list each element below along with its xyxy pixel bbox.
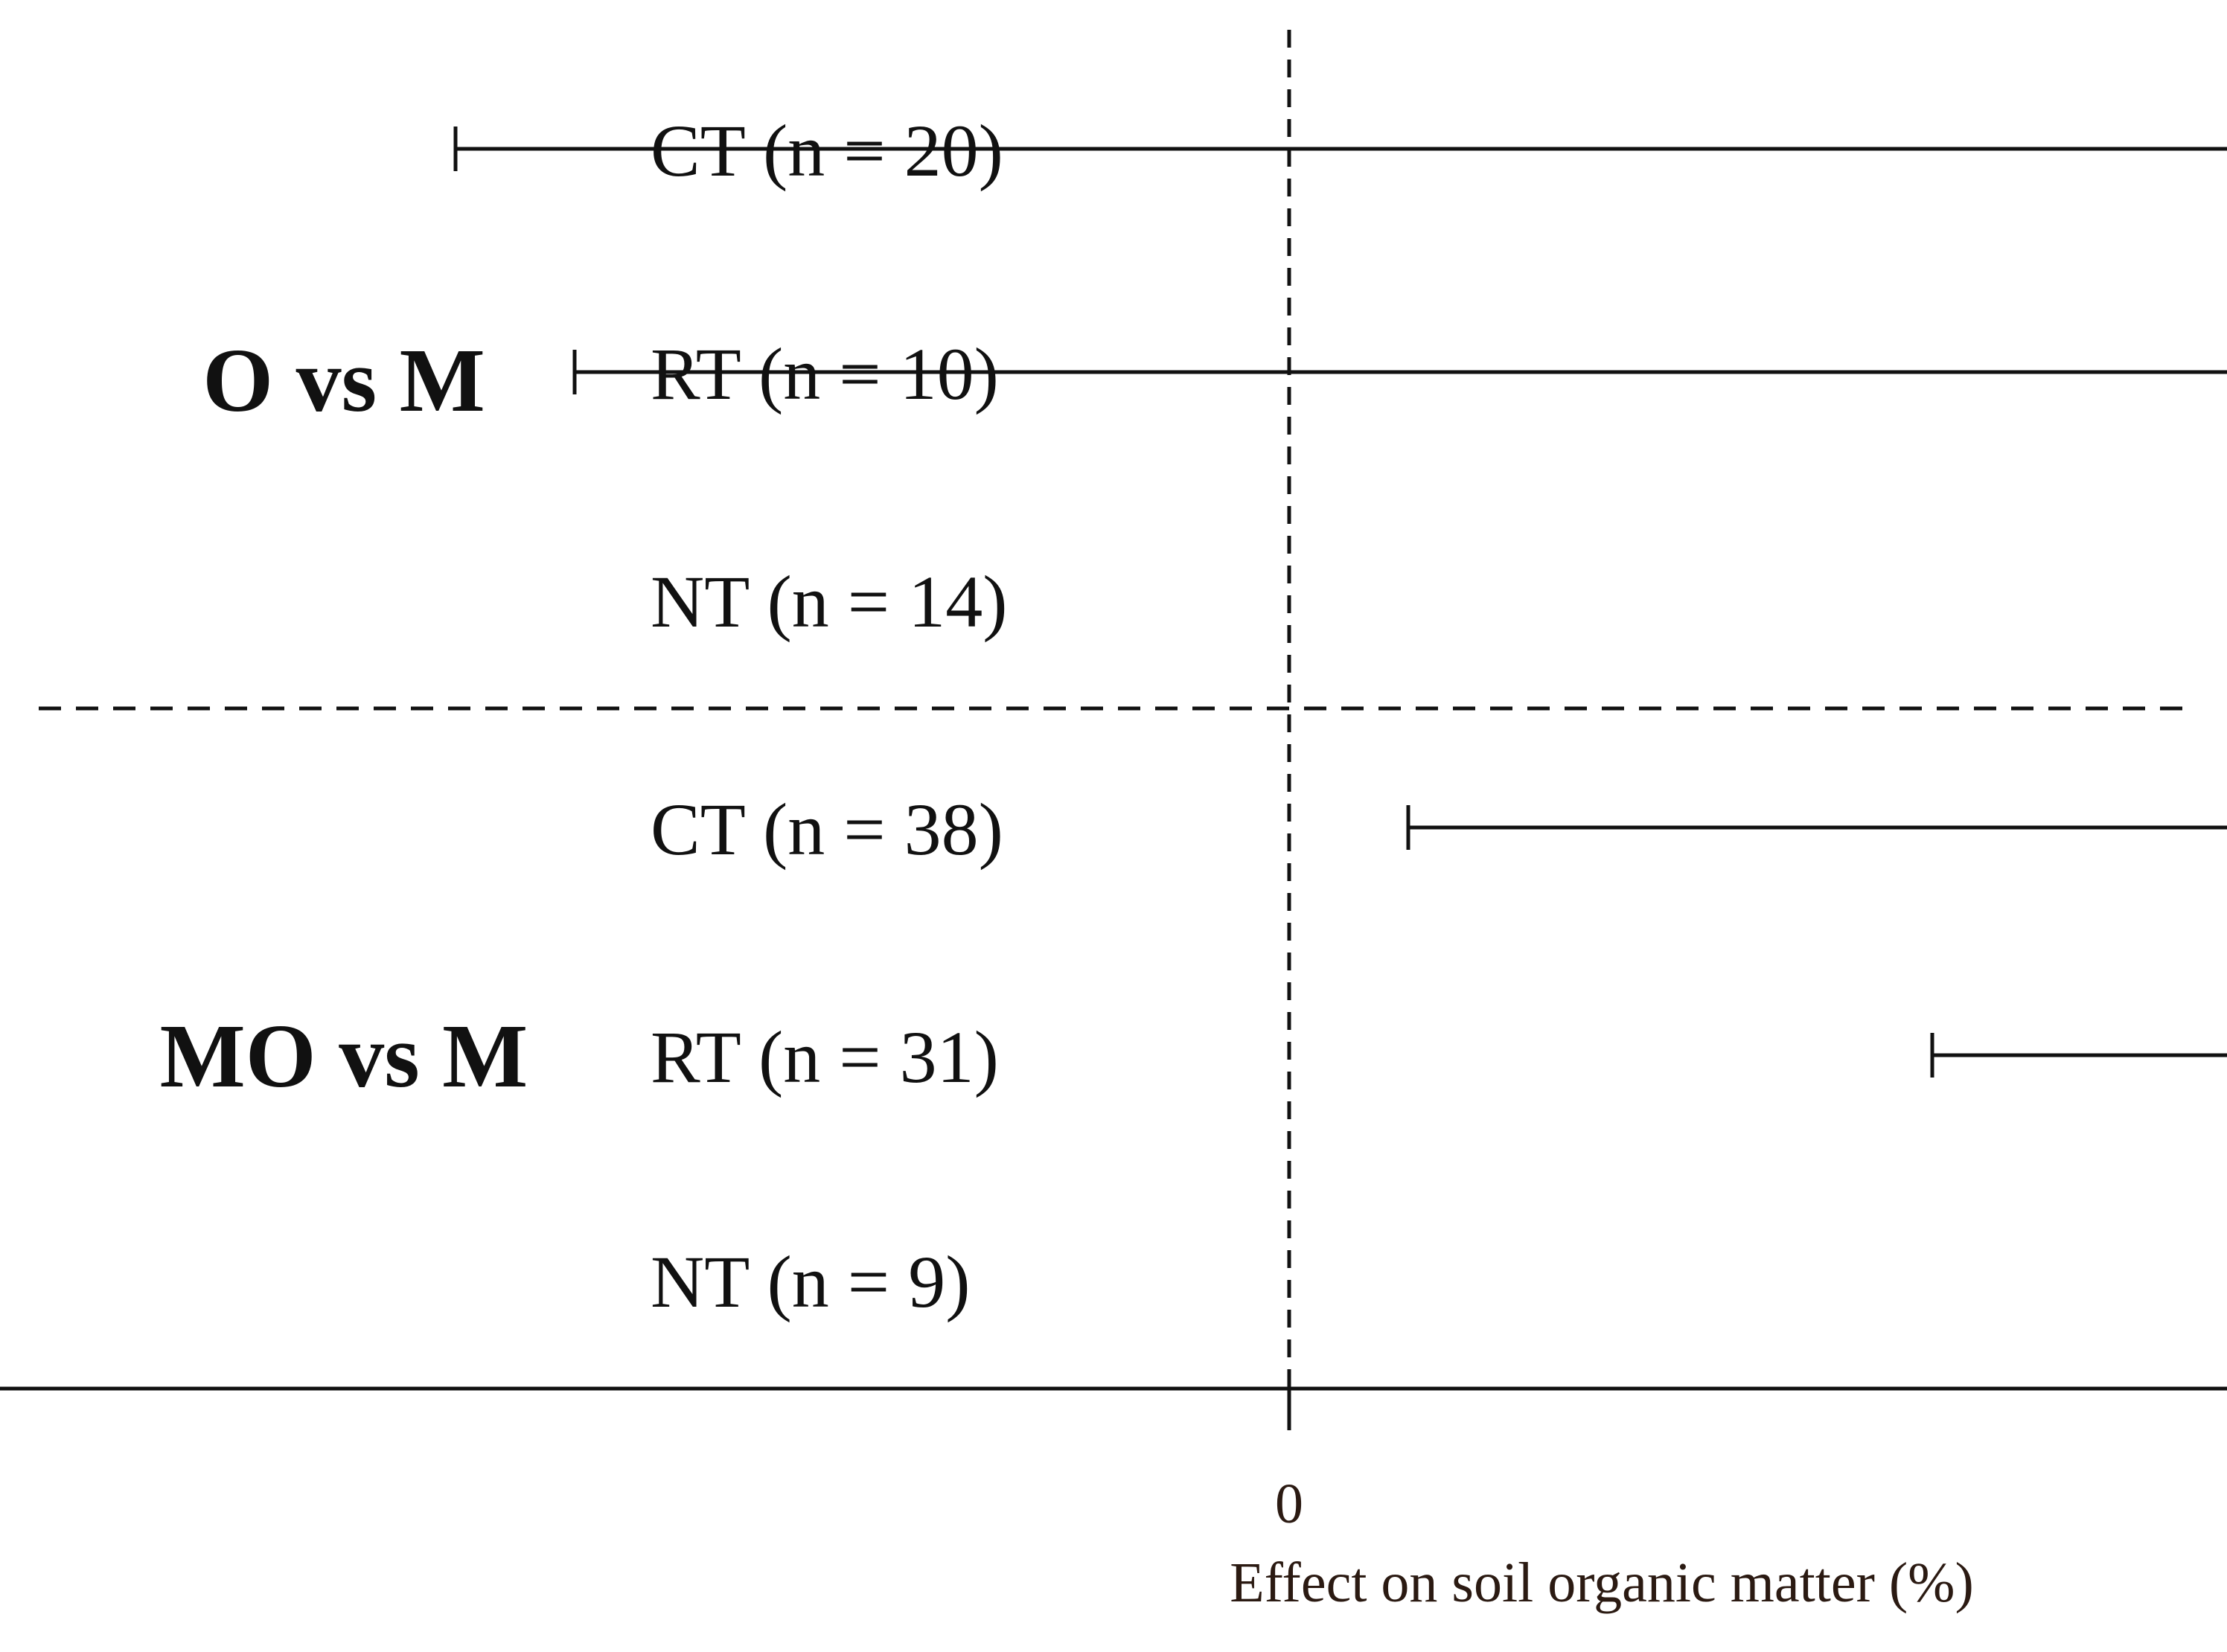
group-label-0: O vs M bbox=[202, 330, 485, 431]
row-label-g1-r0: CT (n = 38) bbox=[651, 788, 1003, 871]
x-axis-title: Effect on soil organic matter (%) bbox=[1230, 1552, 1974, 1614]
group-label-1: MO vs M bbox=[160, 1006, 528, 1107]
row-label-g1-r2: NT (n = 9) bbox=[651, 1240, 971, 1323]
row-label-g0-r1: RT (n = 10) bbox=[651, 333, 999, 415]
row-label-g0-r2: NT (n = 14) bbox=[651, 560, 1008, 643]
x-tick-label-1: 0 bbox=[1275, 1473, 1303, 1535]
row-label-g0-r0: CT (n = 20) bbox=[651, 109, 1003, 192]
row-label-g1-r1: RT (n = 31) bbox=[651, 1016, 999, 1098]
